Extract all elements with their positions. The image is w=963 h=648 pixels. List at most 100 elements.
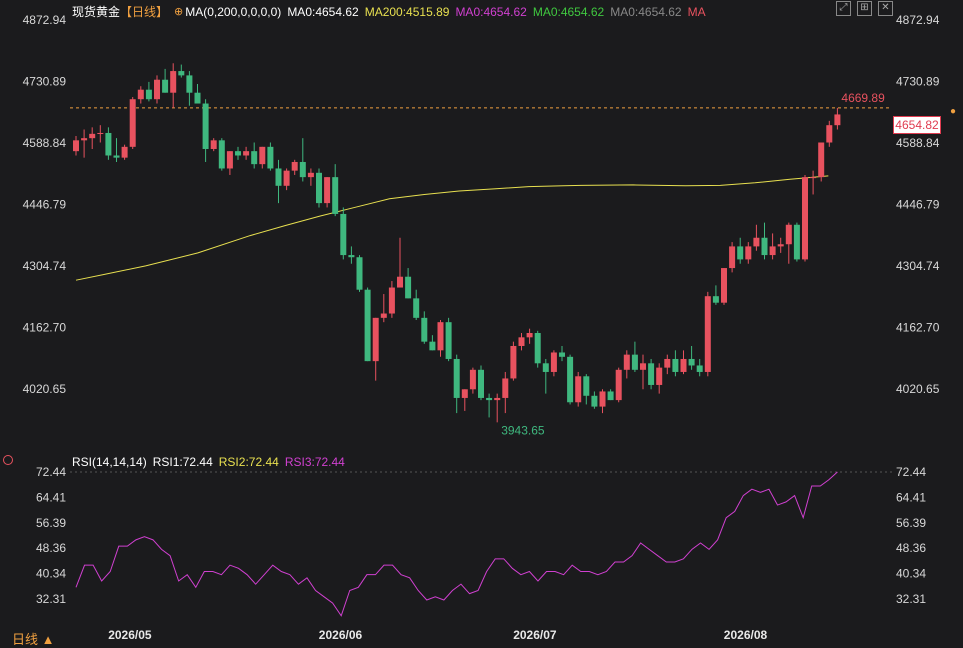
rsi-axis-label-right: 48.36 <box>896 541 926 555</box>
candle-body <box>688 358 695 366</box>
candle-body <box>291 161 298 171</box>
candle-body <box>340 213 347 256</box>
candle-body <box>405 276 412 299</box>
candle-body <box>413 298 420 318</box>
candle-body <box>826 125 833 143</box>
candle-body <box>154 79 160 100</box>
candle-body <box>73 140 79 152</box>
price-axis-label-right: 4872.94 <box>896 13 940 27</box>
candle-body <box>664 358 671 368</box>
recent-high-annotation: 4669.89 <box>841 91 885 105</box>
rsi-line <box>75 471 838 617</box>
price-axis-label-left: 4872.94 <box>23 13 67 27</box>
rsi-axis-label-right: 64.41 <box>896 490 926 504</box>
candle-body <box>761 237 768 256</box>
rsi-params: RSI(14,14,14) <box>72 455 147 469</box>
price-axis-label-left: 4730.89 <box>23 75 67 89</box>
candle-body <box>640 363 646 370</box>
candle-body <box>437 322 444 351</box>
candle-body <box>97 132 104 134</box>
candle-body <box>737 246 744 260</box>
rsi-header: RSI(14,14,14) RSI1:72.44 RSI2:72.44 RSI3… <box>72 455 345 469</box>
candle-body <box>834 114 841 126</box>
candle-body <box>648 363 655 385</box>
ma-label: MA <box>687 4 706 19</box>
candle-body <box>316 172 322 204</box>
close-icon[interactable]: ✕ <box>878 1 893 16</box>
date-axis-label: 2026/07 <box>513 628 557 642</box>
candle-body <box>194 92 201 104</box>
candle-body <box>89 133 96 139</box>
candle-body <box>559 352 565 357</box>
candle-body <box>599 391 606 407</box>
rsi-settings-icon[interactable] <box>3 455 13 465</box>
candle-body <box>704 296 711 372</box>
rsi3-value: RSI3:72.44 <box>284 455 345 469</box>
price-axis-label-right: 4304.74 <box>896 259 940 273</box>
candle-body <box>348 255 355 258</box>
grid-icon[interactable]: ⊞ <box>857 1 872 16</box>
rsi-axis-label-left: 32.31 <box>36 592 66 606</box>
candle-body <box>251 151 258 165</box>
candle-body <box>453 358 460 398</box>
candle-body <box>186 75 193 93</box>
candle-body <box>696 365 703 372</box>
rsi2-value: RSI2:72.44 <box>218 455 279 469</box>
candle-body <box>567 356 574 403</box>
candle-body <box>113 155 120 158</box>
candle-body <box>575 376 582 403</box>
current-price-tag: 4654.82 <box>893 116 941 134</box>
rsi-axis-label-left: 40.34 <box>36 567 66 581</box>
candle-body <box>615 369 622 401</box>
candle-body <box>526 332 533 338</box>
price-axis-label-left: 4162.70 <box>23 320 67 334</box>
candle-body <box>226 151 233 169</box>
fullscreen-icon[interactable]: ⤢ <box>836 1 851 16</box>
candle-body <box>178 71 185 76</box>
candle-body <box>721 268 727 303</box>
candle-body <box>502 378 509 398</box>
candle-body <box>129 99 136 147</box>
rsi-axis-label-left: 48.36 <box>36 541 66 555</box>
settings-icon[interactable]: ⊕ <box>174 6 184 18</box>
ma0-value-magenta: MA0:4654.62 <box>455 4 527 19</box>
price-axis-label-left: 4304.74 <box>23 259 67 273</box>
candle-body <box>307 172 314 178</box>
candle-body <box>769 246 776 256</box>
candle-body <box>235 151 241 156</box>
candle-body <box>729 246 736 269</box>
candle-body <box>210 140 217 149</box>
price-axis-label-left: 4446.79 <box>23 198 67 212</box>
candle-body <box>631 354 638 370</box>
candle-body <box>680 358 687 372</box>
ma-params: MA(0,200,0,0,0,0) <box>185 4 282 19</box>
date-axis-label: 2026/05 <box>108 628 152 642</box>
candle-body <box>259 146 266 165</box>
candle-body <box>81 138 88 141</box>
ma200-value: MA200:4515.89 <box>364 4 450 19</box>
candle-body <box>332 177 339 214</box>
candle-body <box>397 276 403 288</box>
price-axis-label-right: 4020.65 <box>896 382 940 396</box>
ma0-value-gray: MA0:4654.62 <box>610 4 682 19</box>
window-tools: ⤢ ⊞ ✕ <box>836 1 893 16</box>
candle-body <box>218 140 225 169</box>
candle-body <box>421 317 428 342</box>
alert-bell-icon[interactable]: ● <box>950 106 957 117</box>
rsi-axis-label-left: 56.39 <box>36 516 66 530</box>
candle-body <box>356 257 363 290</box>
candle-body <box>623 354 630 370</box>
candle-body <box>299 161 306 178</box>
candle-body <box>202 103 209 149</box>
candle-body <box>145 89 152 100</box>
candle-body <box>445 322 452 359</box>
period-tag[interactable]: 【日线】 <box>120 5 169 19</box>
candle-body <box>461 389 468 398</box>
period-selector[interactable]: 日线 ▲ <box>12 632 55 647</box>
rsi-axis-label-right: 40.34 <box>896 567 926 581</box>
candle-body <box>162 79 169 93</box>
date-axis-label: 2026/08 <box>724 628 768 642</box>
candle-body <box>793 224 800 260</box>
candle-body <box>137 89 144 100</box>
candle-body <box>380 313 387 318</box>
